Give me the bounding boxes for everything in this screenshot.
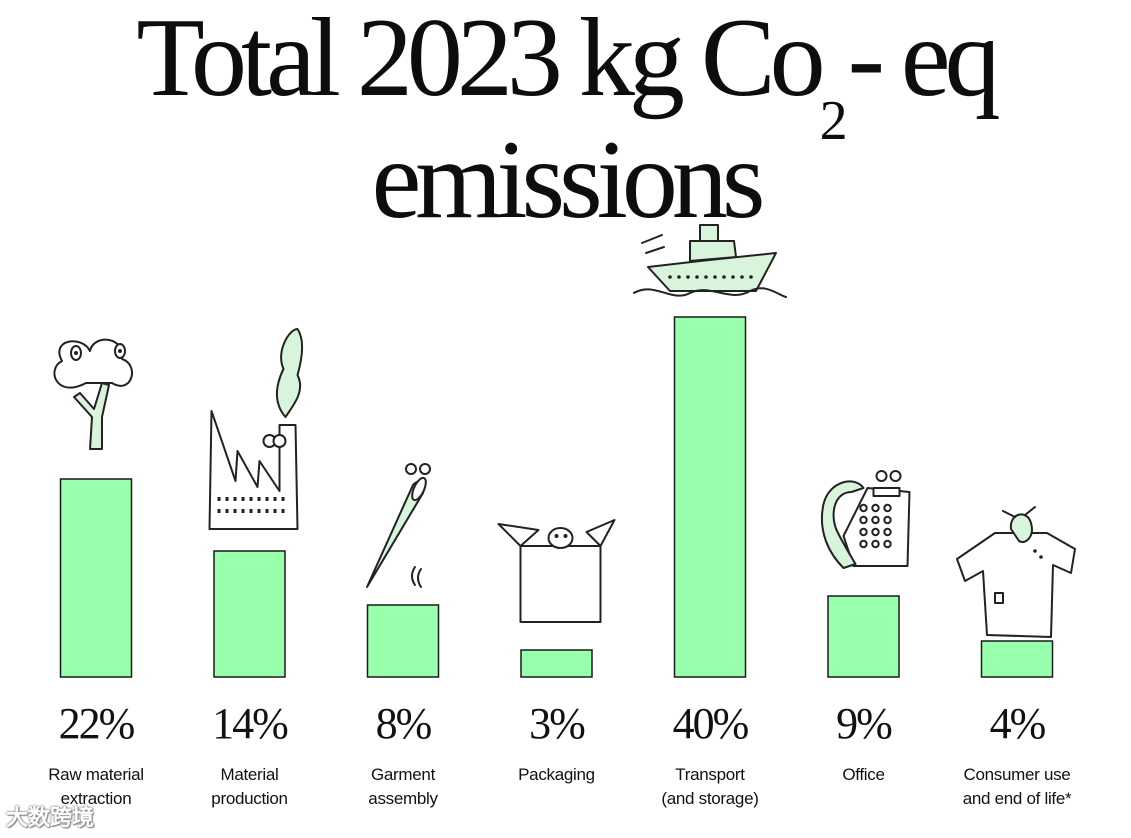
category-label-5-line-1: Transport [675,765,745,784]
needle-icon [366,463,431,588]
bar-3 [366,604,440,678]
ship-icon [633,224,787,298]
value-label-3: 8% [376,699,432,748]
bar-5 [673,316,747,678]
bars-group [59,316,1054,678]
category-label-1-line-1: Raw material [48,765,144,784]
bar-4 [520,649,593,678]
category-label-7-line-2: and end of life* [963,789,1072,808]
category-label-1-line-2: extraction [61,789,132,808]
value-labels-group: 22% 14% 8% 3% 40% 9% 4% [59,699,1048,748]
category-label-6-line-1: Office [842,765,884,784]
category-label-4: Packaging [518,765,595,784]
box-icon [497,519,616,623]
category-label-3-line-1: Garment [371,765,436,784]
factory-icon [208,328,304,530]
tree-icon [53,338,133,450]
category-label-7: Consumer use and end of life* [963,765,1072,808]
illustrations-group [53,224,1076,638]
watermark: 大数跨境 [6,806,95,831]
bar-1 [59,478,133,678]
value-label-1: 22% [59,699,135,748]
title-subscript: 2 [819,90,848,152]
bar-2 [213,550,286,678]
category-label-2-line-1: Material [220,765,278,784]
telephone-icon [820,470,911,569]
category-label-2-line-2: production [211,789,287,808]
category-label-7-line-1: Consumer use [964,765,1071,784]
category-label-3-line-2: assembly [368,789,438,808]
title-main: Total 2023 kg Co [136,0,825,120]
tshirt-icon [956,506,1076,638]
value-label-6: 9% [836,699,892,748]
category-labels-group: Raw material extraction Material production… [48,765,1072,808]
chart-title-line-2: emissions [371,118,766,242]
category-label-3: Garment assembly [368,765,438,808]
category-label-4-line-1: Packaging [518,765,595,784]
category-label-2: Material production [211,765,287,808]
chart-title-line-1: Total 2023 kg Co2- eq [0,2,1131,149]
bar-7 [980,640,1054,678]
value-label-5: 40% [673,699,749,748]
category-label-5: Transport (and storage) [661,765,758,808]
value-label-7: 4% [990,699,1046,748]
value-label-2: 14% [212,699,288,748]
category-label-1: Raw material extraction [48,765,144,808]
value-label-4: 3% [529,699,585,748]
category-label-5-line-2: (and storage) [661,789,758,808]
title-tail: - eq [847,0,1001,120]
bar-6 [827,595,900,678]
category-label-6: Office [842,765,884,784]
